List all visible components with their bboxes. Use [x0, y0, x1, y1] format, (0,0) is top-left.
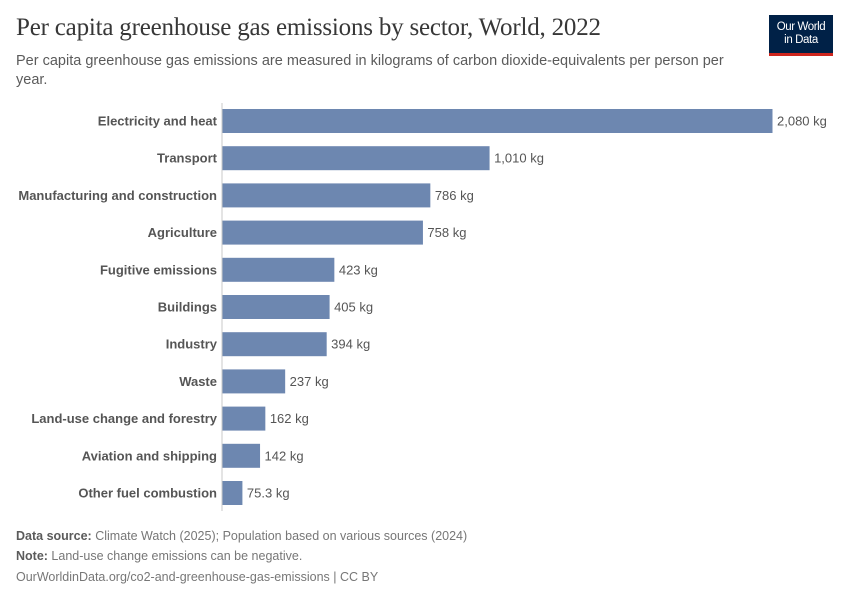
note-text: Land-use change emissions can be negativ…: [47, 549, 303, 563]
note-label: Note:: [16, 549, 48, 563]
category-label: Electricity and heat: [98, 114, 218, 129]
value-label: 75.3 kg: [247, 486, 290, 501]
value-label: 1,010 kg: [494, 151, 544, 166]
source-text: Climate Watch (2025); Population based o…: [91, 529, 468, 543]
bar: [222, 109, 773, 133]
value-label: 405 kg: [334, 300, 373, 315]
bar: [222, 481, 243, 505]
category-label: Other fuel combustion: [78, 486, 217, 501]
bar: [222, 220, 423, 245]
source-url[interactable]: OurWorldinData.org/co2-and-greenhouse-ga…: [16, 570, 379, 584]
note: Note: Land-use change emissions can be n…: [16, 549, 302, 563]
value-label: 758 kg: [427, 225, 466, 240]
bar: [222, 257, 335, 282]
category-label: Buildings: [158, 300, 217, 315]
category-label: Manufacturing and construction: [18, 188, 217, 203]
value-label: 394 kg: [331, 337, 370, 352]
bar: [222, 332, 327, 357]
category-label: Transport: [157, 151, 218, 166]
bar: [222, 146, 490, 171]
bar: [222, 406, 266, 431]
category-label: Waste: [179, 374, 217, 389]
value-label: 423 kg: [339, 262, 378, 277]
value-label: 786 kg: [435, 188, 474, 203]
category-label: Land-use change and forestry: [31, 411, 217, 426]
logo-text: Our World in Data: [776, 21, 826, 46]
category-label: Industry: [166, 337, 218, 352]
value-label: 237 kg: [290, 374, 329, 389]
bar: [222, 295, 330, 319]
chart-title: Per capita greenhouse gas emissions by s…: [16, 14, 601, 41]
category-label: Fugitive emissions: [100, 262, 217, 277]
value-label: 2,080 kg: [777, 114, 827, 129]
data-source: Data source: Climate Watch (2025); Popul…: [16, 529, 467, 543]
bar: [222, 183, 431, 208]
category-label: Aviation and shipping: [82, 448, 217, 463]
owid-logo[interactable]: Our World in Data: [769, 15, 833, 56]
bar: [222, 443, 261, 468]
value-label: 142 kg: [265, 448, 304, 463]
category-label: Agriculture: [148, 225, 217, 240]
value-label: 162 kg: [270, 411, 309, 426]
chart-subtitle: Per capita greenhouse gas emissions are …: [16, 53, 724, 88]
bar: [222, 369, 286, 394]
source-label: Data source:: [16, 529, 92, 543]
